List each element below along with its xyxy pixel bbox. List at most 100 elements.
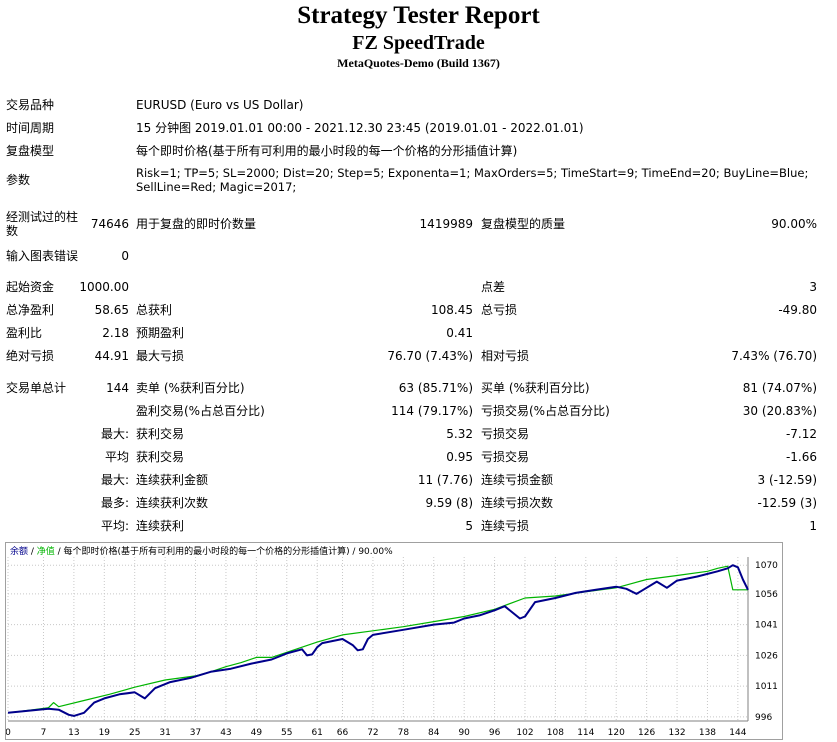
x-tick-label: 114 [577,728,594,738]
balance-line [7,564,749,717]
trade-qualifier: 最大: [100,427,129,441]
trade-qualifier: 最大: [100,473,129,487]
stat-label: 点差 [481,280,506,294]
trade-qualifier: 平均 [104,450,129,464]
x-tick-label: 138 [699,728,716,738]
stat-value: 3 [809,280,817,294]
trade-value: 3 (-12.59) [757,473,818,487]
stat-label: 起始资金 [6,280,55,294]
x-tick-label: 31 [159,728,170,738]
trade-label: 买单 (%获利百分比) [481,381,590,395]
y-tick-label: 1011 [755,682,778,692]
trade-value: 5.32 [446,427,473,441]
x-tick-label: 78 [398,728,410,738]
stat-value: 7.43% (76.70) [731,349,817,363]
trade-value: 11 (7.76) [417,473,473,487]
trade-label: 亏损交易 [481,450,530,464]
trade-label: 亏损交易(%占总百分比) [481,404,610,418]
trade-value: -12.59 (3) [757,496,818,510]
trade-value: 63 (85.71%) [398,381,473,395]
trade-label: 盈利交易(%占总百分比) [136,404,265,418]
y-tick-label: 1041 [755,621,778,631]
bars-label-line-2: 数 [6,224,19,238]
params-line-1: Risk=1; TP=5; SL=2000; Dist=20; Step=5; … [136,166,809,180]
x-tick-label: 7 [41,728,47,738]
y-tick-label: 1070 [755,561,778,571]
chart-legend: 余额 / 净值 / 每个即时价格(基于所有可利用的最小时段的每一个价格的分形插值… [10,545,393,557]
legend-balance: 余额 [10,545,28,557]
x-tick-label: 96 [489,728,501,738]
balance-chart: 0 7 13 19 25 31 37 43 49 55 61 66 72 78 84 90 96 102 108 11… [5,542,783,740]
trade-label: 连续亏损金额 [481,473,554,487]
trade-label: 获利交易 [136,450,185,464]
errors-label: 输入图表错误 [6,249,79,263]
trade-label: 连续获利次数 [136,496,209,510]
trade-label: 连续亏损 [481,519,530,533]
x-tick-label: 72 [367,728,378,738]
trade-value: 114 (79.17%) [391,404,473,418]
trade-label: 连续获利 [136,519,185,533]
stat-value: 0.41 [446,326,473,340]
x-tick-label: 108 [547,728,564,738]
x-tick-label: 25 [129,728,140,738]
bars-value: 74646 [90,217,129,231]
trade-value: 144 [106,381,129,395]
x-tick-label: 132 [668,728,685,738]
legend-separator: / [28,547,37,557]
trade-value: 30 (20.83%) [742,404,817,418]
quality-value: 90.00% [771,217,817,231]
x-tick-label: 37 [190,728,201,738]
stat-value: 76.70 (7.43%) [387,349,473,363]
stat-label: 盈利比 [6,326,43,340]
x-tick-label: 90 [458,728,470,738]
stat-label: 绝对亏损 [6,349,55,363]
quality-label: 复盘模型的质量 [481,217,566,231]
y-tick-label: 1026 [755,651,778,661]
x-tick-label: 43 [220,728,231,738]
params-label: 参数 [6,173,31,187]
trade-label: 交易单总计 [6,381,67,395]
trade-qualifier: 最多: [100,496,129,510]
chart-canvas: 0 7 13 19 25 31 37 43 49 55 61 66 72 78 84 90 96 102 108 11… [6,545,778,738]
x-tick-label: 19 [99,728,111,738]
stat-value: 44.91 [94,349,129,363]
x-tick-label: 0 [6,728,11,738]
stat-label: 相对亏损 [481,349,530,363]
stat-label: 最大亏损 [136,349,185,363]
x-tick-label: 55 [281,728,292,738]
bars-label-line-1: 经测试过的柱 [6,210,79,224]
expert-name: FZ SpeedTrade [352,32,485,54]
stat-label: 总净盈利 [6,303,55,317]
equity-line [7,565,748,714]
x-tick-label: 66 [337,728,349,738]
ticks-value: 1419989 [419,217,473,231]
trade-value: 1 [809,519,817,533]
trade-label: 亏损交易 [481,427,530,441]
trade-value: -7.12 [785,427,817,441]
stat-value: 1000.00 [79,280,129,294]
stat-value: 108.45 [431,303,473,317]
trade-value: 81 (74.07%) [742,381,817,395]
legend-model: / 每个即时价格(基于所有可利用的最小时段的每一个价格的分形插值计算) / 90… [55,545,393,557]
model-value: 每个即时价格(基于所有可利用的最小时段的每一个价格的分形插值计算) [136,144,518,158]
model-label: 复盘模型 [6,144,55,158]
period-label: 时间周期 [6,121,55,135]
ticks-label: 用于复盘的即时价数量 [136,217,257,231]
stat-label: 总获利 [136,303,173,317]
trade-value: 0.95 [446,450,473,464]
period-value: 15 分钟图 2019.01.01 00:00 - 2021.12.30 23:… [136,121,584,135]
trade-label: 获利交易 [136,427,185,441]
stat-value: 58.65 [94,303,129,317]
x-tick-label: 49 [251,728,263,738]
trade-value: 9.59 (8) [425,496,473,510]
symbol-label: 交易品种 [6,98,55,112]
x-tick-label: 120 [608,728,625,738]
y-tick-label: 996 [755,713,772,723]
stat-value: 2.18 [102,326,129,340]
report-title: Strategy Tester Report [297,2,540,29]
trade-label: 连续获利金额 [136,473,209,487]
x-tick-label: 61 [311,728,322,738]
x-tick-label: 102 [516,728,533,738]
params-line-2: SellLine=Red; Magic=2017; [136,180,297,194]
trade-value: 5 [465,519,473,533]
